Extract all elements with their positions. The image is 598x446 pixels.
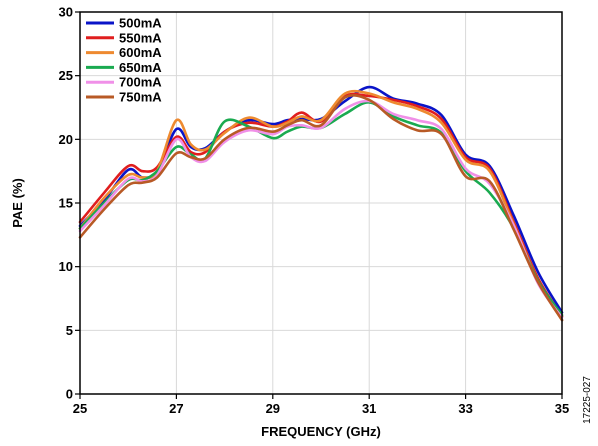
series-lines: [78, 85, 564, 322]
y-tick-label: 10: [59, 259, 73, 274]
series-line-700ma: [78, 99, 564, 319]
legend-label-500ma: 500mA: [119, 16, 162, 31]
legend-label-550ma: 550mA: [119, 30, 162, 45]
y-tick-label: 25: [59, 68, 73, 83]
y-axis-title: PAE (%): [10, 178, 25, 228]
y-tick-label: 30: [59, 5, 73, 20]
x-tick-label: 25: [73, 401, 87, 416]
legend-label-650ma: 650mA: [119, 60, 162, 75]
y-tick-label: 20: [59, 132, 73, 147]
legend-label-700ma: 700mA: [119, 75, 162, 90]
y-tick-label: 15: [59, 196, 73, 211]
series-line-750ma: [78, 94, 564, 322]
legend-label-600ma: 600mA: [119, 45, 162, 60]
x-tick-label: 35: [555, 401, 569, 416]
x-axis-title: FREQUENCY (GHz): [261, 424, 381, 439]
x-tick-label: 29: [266, 401, 280, 416]
y-tick-label: 5: [66, 323, 73, 338]
x-tick-label: 27: [169, 401, 183, 416]
axis-ticks: 25 27 29 31 33 35 0 5 10 15 20 25 30: [59, 5, 570, 417]
x-tick-label: 33: [458, 401, 472, 416]
legend-label-750ma: 750mA: [119, 90, 162, 105]
y-tick-label: 0: [66, 387, 73, 402]
series-line-650ma: [78, 101, 564, 317]
series-line-550ma: [78, 92, 564, 318]
x-tick-label: 31: [362, 401, 376, 416]
figure-id: 17225-027: [582, 376, 593, 424]
